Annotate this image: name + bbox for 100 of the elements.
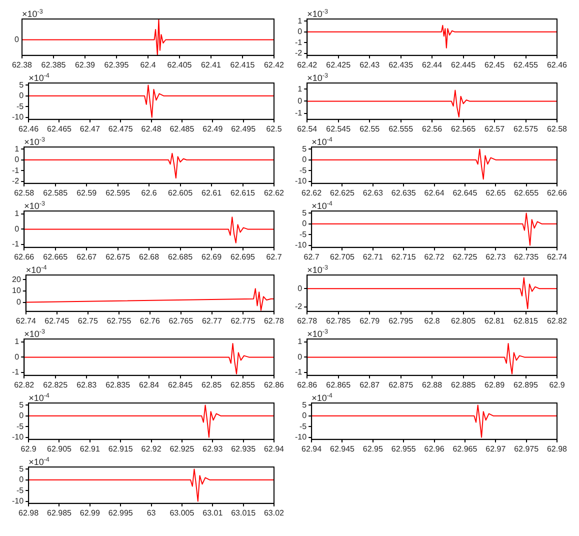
y-tick-label: -5 — [16, 422, 24, 431]
x-tick-label: 62.795 — [388, 316, 414, 326]
y-tick-label: 0 — [302, 219, 308, 228]
y-tick-label: 20 — [12, 274, 22, 284]
y-tick-label: -10 — [295, 240, 308, 250]
x-tick-label: 62.975 — [514, 444, 540, 454]
x-tick-label: 62.76 — [140, 316, 161, 326]
x-tick-label: 62.46 — [18, 124, 40, 134]
y-tick-label: -5 — [16, 102, 24, 111]
x-tick-label: 62.7 — [304, 252, 320, 262]
y-tick-label: -10 — [295, 176, 308, 186]
x-tick-label: 62.595 — [106, 188, 131, 198]
x-tick-label: 62.9 — [20, 444, 37, 454]
y-tick-label: 0 — [19, 475, 24, 484]
x-tick-label: 62.7 — [266, 252, 282, 262]
x-tick-label: 62.995 — [108, 508, 134, 518]
y-tick-label: -5 — [299, 422, 308, 431]
x-tick-label: 62.445 — [451, 60, 476, 70]
y-tick-label: 1 — [14, 337, 20, 346]
y-tick-label: 0 — [298, 284, 303, 293]
x-tick-label: 62.9 — [549, 380, 566, 390]
y-tick-label: -1 — [12, 368, 20, 377]
y-tick-label: 1 — [298, 337, 303, 346]
x-tick-label: 62.66 — [546, 188, 568, 198]
x-tick-label: 62.835 — [106, 380, 131, 390]
x-tick-label: 62.895 — [514, 380, 539, 390]
x-tick-label: 62.405 — [167, 60, 192, 70]
x-tick-label: 62.46 — [546, 60, 568, 70]
x-tick-label: 62.82 — [546, 316, 568, 326]
x-tick-label: 62.965 — [452, 444, 478, 454]
y-tick-label: 0 — [14, 155, 20, 164]
y-tick-label: 1 — [298, 84, 303, 94]
x-tick-label: 62.58 — [14, 188, 35, 198]
x-tick-label: 62.935 — [231, 444, 256, 454]
x-tick-label: 62.97 — [486, 444, 506, 454]
x-tick-label: 62.785 — [326, 316, 352, 326]
y-tick-label: 0 — [298, 96, 303, 106]
x-tick-label: 62.55 — [360, 124, 380, 134]
x-tick-label: 62.39 — [74, 60, 96, 70]
x-tick-label: 62.38 — [12, 60, 33, 70]
x-tick-label: 62.815 — [514, 316, 539, 326]
x-tick-label: 62.5 — [266, 124, 282, 134]
x-tick-label: 62.985 — [47, 508, 72, 518]
y-tick-label: 5 — [19, 400, 24, 410]
x-tick-label: 62.745 — [44, 316, 70, 326]
y-tick-label: -10 — [12, 496, 24, 506]
x-tick-label: 62.925 — [170, 444, 195, 454]
x-tick-label: 62.635 — [391, 188, 416, 198]
x-tick-label: 62.93 — [202, 444, 224, 454]
x-tick-label: 62.42 — [297, 60, 318, 70]
x-tick-label: 62.455 — [514, 60, 539, 70]
x-tick-label: 62.88 — [422, 380, 443, 390]
x-tick-label: 62.48 — [141, 124, 162, 134]
x-tick-label: 62.78 — [264, 316, 285, 326]
x-tick-label: 62.775 — [230, 316, 256, 326]
x-tick-label: 62.765 — [168, 316, 194, 326]
x-tick-label: 62.42 — [264, 60, 285, 70]
x-tick-label: 62.71 — [362, 252, 384, 262]
y-tick-label: 1 — [298, 16, 303, 26]
y-tick-label: -1 — [294, 368, 303, 377]
y-tick-label: 5 — [302, 208, 308, 218]
x-tick-label: 62.74 — [546, 252, 568, 262]
x-tick-label: 62.585 — [43, 188, 68, 198]
x-tick-label: 62.86 — [297, 380, 318, 390]
x-tick-label: 62.57 — [484, 124, 506, 134]
x-tick-label: 62.675 — [106, 252, 131, 262]
x-tick-label: 62.95 — [362, 444, 384, 454]
x-tick-label: 62.475 — [108, 124, 134, 134]
y-tick-label: 5 — [302, 400, 308, 410]
x-tick-label: 62.565 — [451, 124, 476, 134]
x-tick-label: 62.91 — [80, 444, 100, 454]
y-tick-label: -1 — [294, 108, 303, 118]
x-tick-label: 62.955 — [391, 444, 416, 454]
x-tick-label: 62.685 — [168, 252, 194, 262]
x-tick-label: 62.845 — [168, 380, 194, 390]
x-tick-label: 62.84 — [139, 380, 160, 390]
x-tick-label: 62.62 — [302, 188, 322, 198]
x-tick-label: 62.54 — [297, 124, 318, 134]
y-tick-label: 0 — [19, 411, 24, 420]
x-tick-label: 62.755 — [106, 316, 132, 326]
y-tick-label: -5 — [299, 166, 308, 175]
x-tick-label: 62.59 — [76, 188, 98, 198]
x-tick-label: 62.47 — [80, 124, 100, 134]
x-tick-label: 62.435 — [388, 60, 414, 70]
x-tick-label: 62.875 — [388, 380, 414, 390]
y-tick-label: 0 — [16, 298, 22, 307]
y-tick-label: 0 — [298, 352, 303, 362]
x-tick-label: 62.66 — [14, 252, 35, 262]
y-tick-label: -5 — [16, 486, 24, 495]
y-tick-label: -10 — [12, 112, 24, 122]
x-tick-label: 62.605 — [168, 188, 194, 198]
x-tick-label: 62.905 — [47, 444, 72, 454]
x-tick-label: 62.49 — [202, 124, 224, 134]
x-tick-label: 62.735 — [514, 252, 540, 262]
y-tick-label: -2 — [12, 176, 20, 186]
x-tick-label: 62.69 — [202, 252, 222, 262]
x-tick-label: 62.72 — [424, 252, 445, 262]
x-tick-label: 62.615 — [230, 188, 256, 198]
x-tick-label: 62.915 — [108, 444, 134, 454]
x-tick-label: 62.555 — [388, 124, 414, 134]
